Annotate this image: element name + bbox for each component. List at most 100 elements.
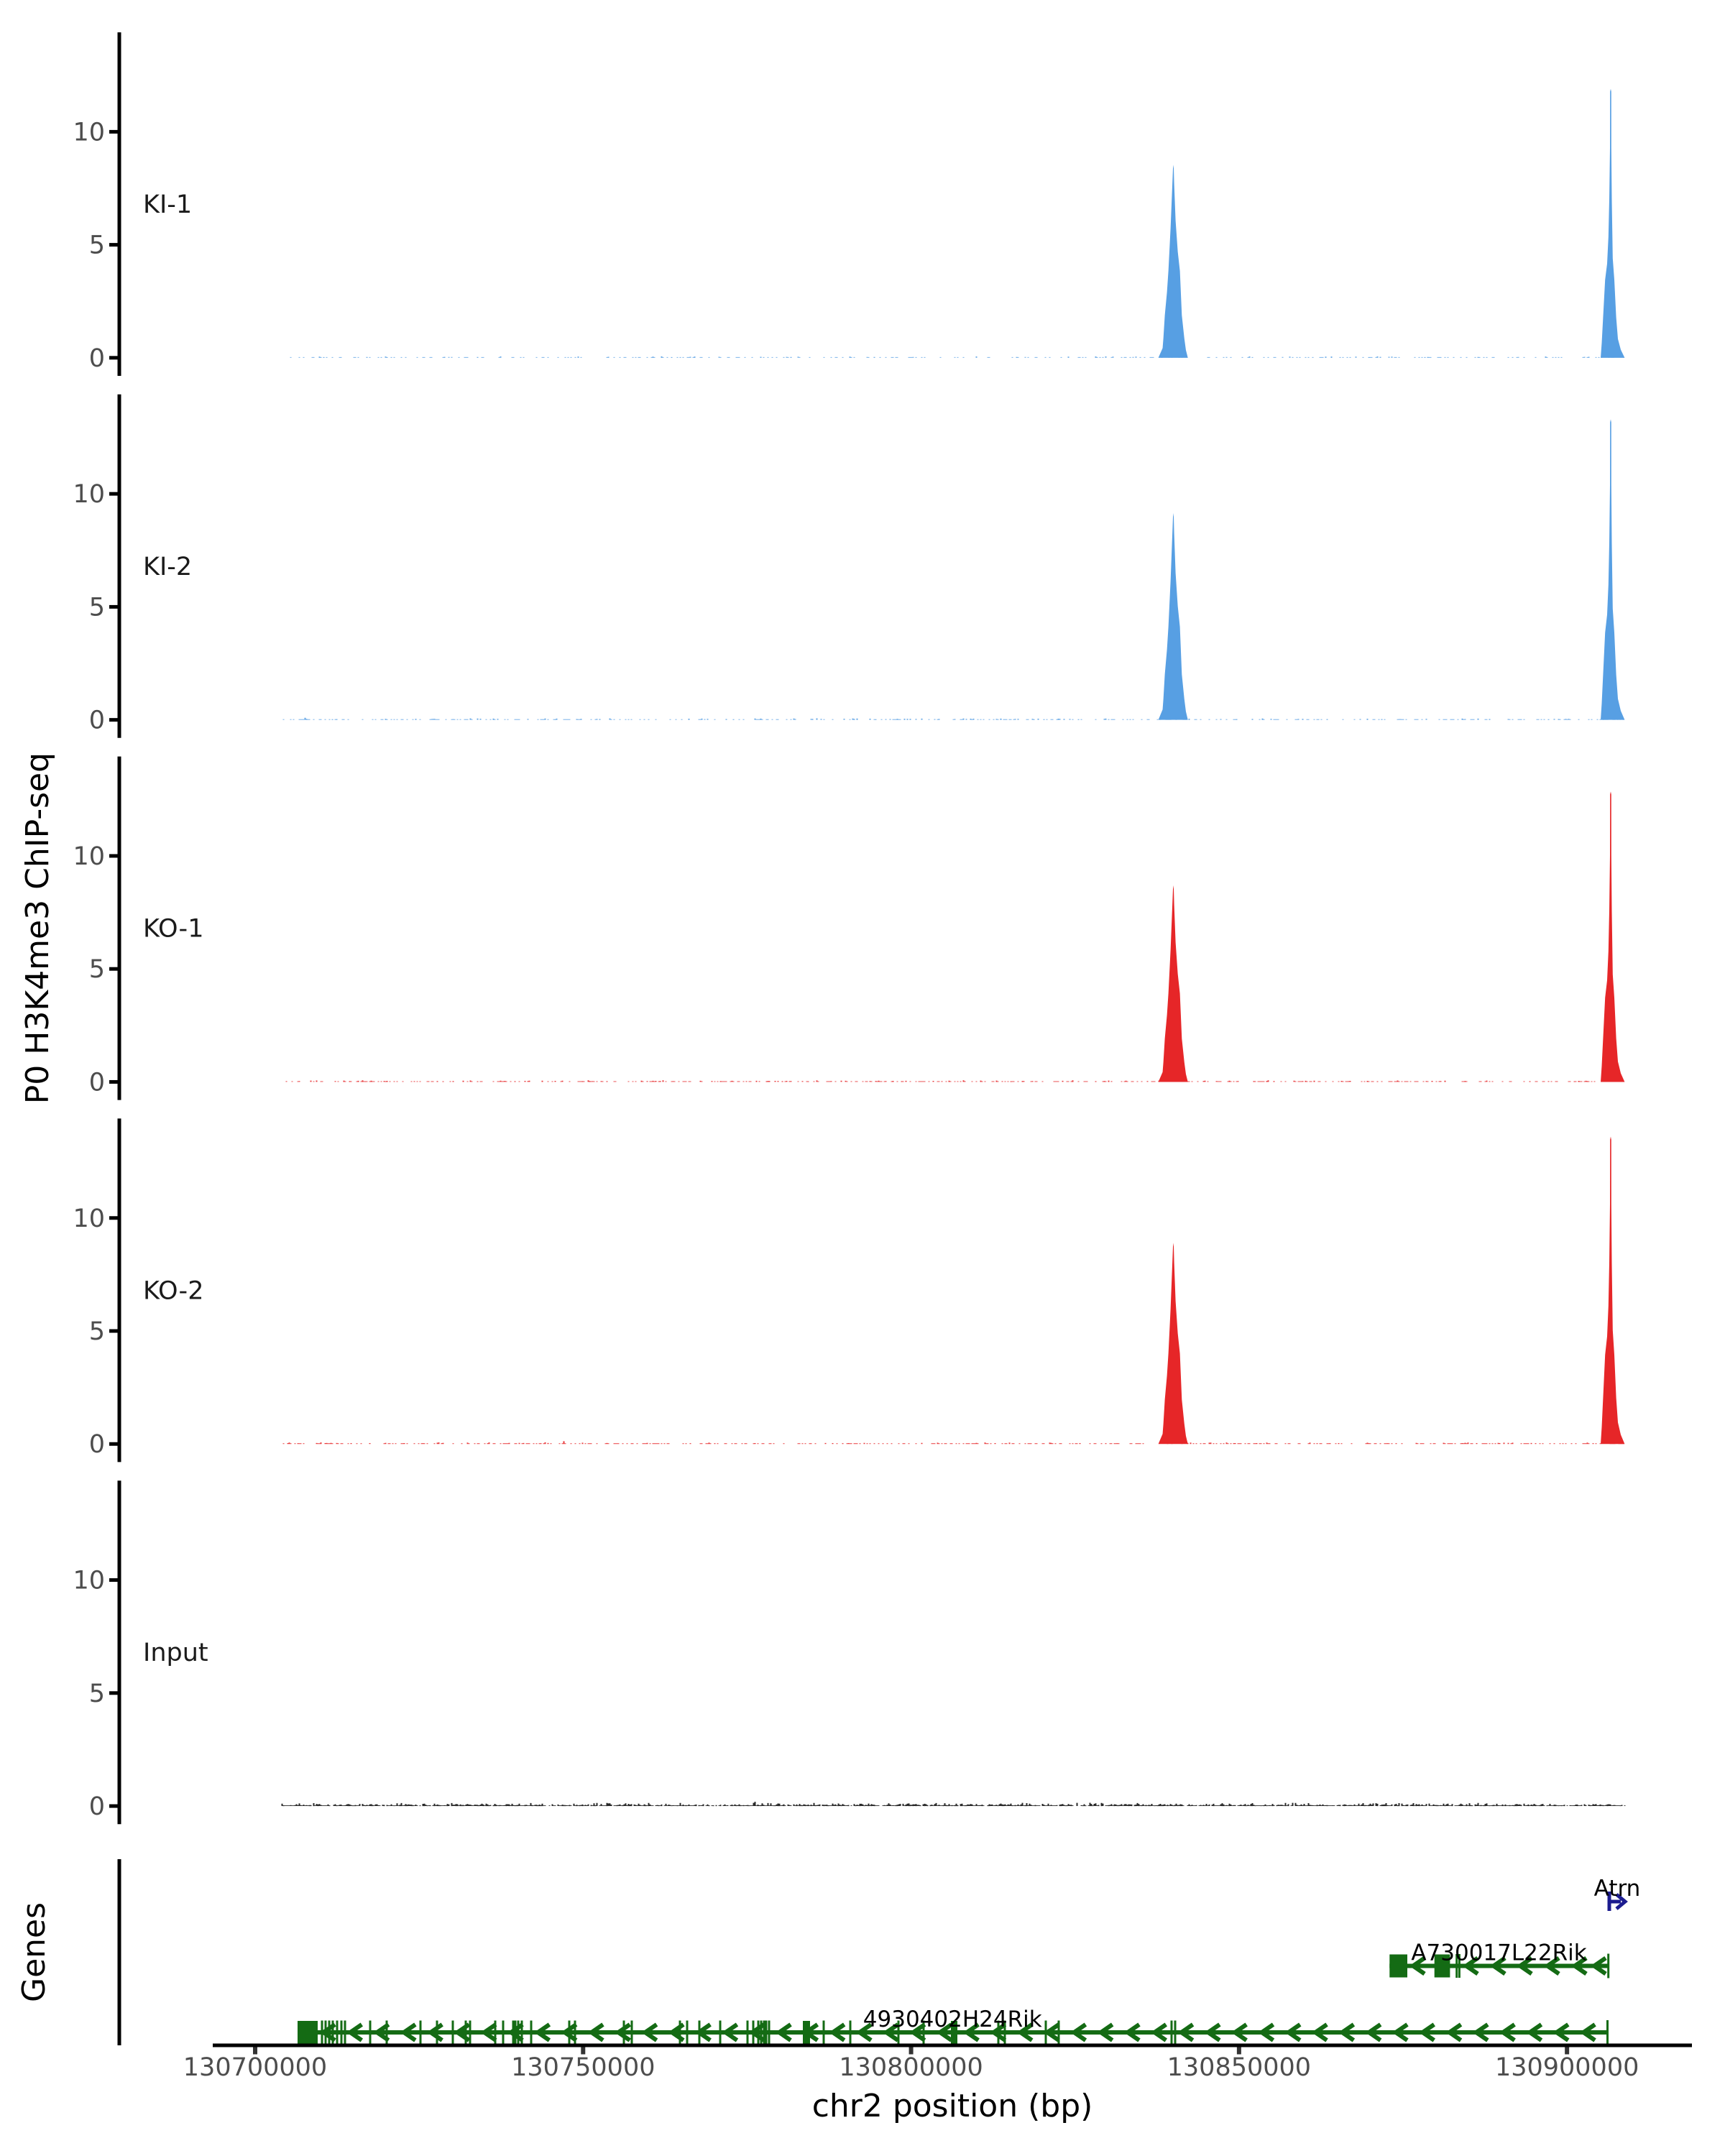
strand-arrow-icon bbox=[480, 2022, 497, 2042]
strand-arrow-icon bbox=[1016, 2022, 1034, 2042]
strand-arrow-icon bbox=[829, 2022, 846, 2042]
exon-tick bbox=[765, 2020, 768, 2045]
exon-tick bbox=[530, 2020, 533, 2045]
exon-tick bbox=[520, 2020, 523, 2045]
track-panel-KO-1: 0 5 10 KO-1 bbox=[73, 756, 1625, 1100]
genes-panel: Atrn A730017L22Rik 4930402H24Rik bbox=[117, 1859, 1640, 2045]
exon-tick bbox=[517, 2020, 520, 2045]
strand-arrow-icon bbox=[1590, 1956, 1607, 1976]
exon-box bbox=[1434, 1954, 1450, 1978]
exon-tick bbox=[369, 2020, 372, 2045]
exon-tick bbox=[514, 2020, 517, 2045]
gene-end-tick bbox=[1607, 1953, 1610, 1978]
x-tick-label: 130750000 bbox=[511, 2053, 655, 2082]
strand-arrow-icon bbox=[1123, 2022, 1141, 2042]
peak-left bbox=[1158, 512, 1188, 720]
track-label: Input bbox=[143, 1639, 208, 1667]
noise-signal bbox=[290, 356, 1614, 358]
genes-panel-title: Genes bbox=[16, 1902, 52, 2002]
y-tick-label: 10 bbox=[73, 480, 105, 509]
exon-tick bbox=[1455, 1954, 1458, 1978]
strand-arrow-icon bbox=[1472, 2022, 1489, 2042]
y-tick-label: 5 bbox=[89, 231, 105, 260]
peak-right bbox=[1601, 1136, 1625, 1445]
strand-arrow-icon bbox=[1392, 2022, 1409, 2042]
noise-signal bbox=[282, 717, 1624, 720]
peak-right bbox=[1601, 419, 1625, 720]
gene-Atrn: Atrn bbox=[1594, 1876, 1640, 1911]
exon-tick bbox=[757, 2020, 760, 2045]
y-tick-label: 10 bbox=[73, 1567, 105, 1595]
exon-tick bbox=[344, 2020, 346, 2045]
exon-tick bbox=[768, 2020, 770, 2045]
strand-arrow-icon bbox=[1526, 2022, 1543, 2042]
exon-tick bbox=[622, 2020, 625, 2045]
strand-arrow-icon bbox=[426, 2022, 443, 2042]
y-tick-label: 0 bbox=[89, 706, 105, 735]
exon-tick bbox=[1057, 2020, 1060, 2045]
noise-path bbox=[282, 717, 1624, 720]
strand-arrow-icon bbox=[1230, 2022, 1248, 2042]
exon-tick bbox=[760, 2020, 763, 2045]
exon-tick bbox=[1170, 2020, 1173, 2045]
exon-tick bbox=[331, 2020, 334, 2045]
strand-arrow-icon bbox=[775, 2022, 792, 2042]
strand-arrow-icon bbox=[1579, 2022, 1596, 2042]
track-panel-KI-2: 0 5 10 KI-2 bbox=[73, 394, 1625, 738]
tss-arrowhead-icon bbox=[1615, 1893, 1628, 1910]
strand-arrow-icon bbox=[641, 2022, 658, 2042]
track-label: KI-2 bbox=[143, 553, 192, 581]
strand-arrow-icon bbox=[1204, 2022, 1221, 2042]
exon-tick bbox=[321, 2020, 323, 2045]
strand-arrow-icon bbox=[1043, 2022, 1060, 2042]
noise-path bbox=[290, 356, 1614, 358]
strand-arrow-icon bbox=[1284, 2022, 1302, 2042]
exon-tick bbox=[752, 2020, 755, 2045]
noise-signal bbox=[285, 1080, 1624, 1082]
y-tick-label: 5 bbox=[89, 1680, 105, 1708]
peak-left bbox=[1158, 165, 1188, 358]
peak-right bbox=[1601, 791, 1625, 1082]
y-tick-label: 5 bbox=[89, 1317, 105, 1346]
strand-arrow-icon bbox=[534, 2022, 551, 2042]
track-label: KO-2 bbox=[143, 1276, 203, 1305]
track-panel-KO-2: 0 5 10 KO-2 bbox=[73, 1118, 1625, 1462]
strand-arrow-icon bbox=[1516, 1956, 1533, 1976]
x-axis-title: chr2 position (bp) bbox=[812, 2088, 1093, 2124]
x-tick-label: 130700000 bbox=[183, 2053, 327, 2082]
strand-arrow-icon bbox=[936, 2022, 953, 2042]
strand-arrow-icon bbox=[909, 2022, 926, 2042]
exon-tick bbox=[630, 2020, 633, 2045]
track-panel-KI-1: 0 5 10 KI-1 bbox=[73, 32, 1625, 376]
exon-tick bbox=[763, 2020, 765, 2045]
exon-tick bbox=[469, 2020, 472, 2045]
exon-tick bbox=[1044, 2020, 1047, 2045]
exon-tick bbox=[512, 2020, 515, 2045]
x-tick-label: 130800000 bbox=[839, 2053, 983, 2082]
peak-right bbox=[1601, 88, 1625, 358]
exon-tick bbox=[822, 2020, 825, 2045]
strand-arrow-icon bbox=[615, 2022, 631, 2042]
exon-tick bbox=[385, 2020, 388, 2045]
x-tick-label: 130850000 bbox=[1167, 2053, 1311, 2082]
gene-4930402H24Rik: 4930402H24Rik bbox=[297, 2007, 1609, 2045]
y-tick-label: 0 bbox=[89, 1792, 105, 1821]
strand-arrow-icon bbox=[1070, 2022, 1087, 2042]
y-axis-title: P0 H3K4me3 ChIP-seq bbox=[19, 752, 56, 1104]
strand-arrow-icon bbox=[587, 2022, 604, 2042]
noise-signal bbox=[281, 1802, 1626, 1807]
strand-arrow-icon bbox=[883, 2022, 899, 2042]
strand-arrow-icon bbox=[1258, 2022, 1275, 2042]
exon-box bbox=[950, 2021, 958, 2044]
y-tick-label: 5 bbox=[89, 955, 105, 984]
exon-tick bbox=[897, 2020, 900, 2045]
exon-tick bbox=[336, 2020, 339, 2045]
strand-arrow-icon bbox=[1177, 2022, 1195, 2042]
strand-arrow-icon bbox=[319, 2022, 336, 2042]
strand-arrow-icon bbox=[1311, 2022, 1328, 2042]
exon-tick bbox=[1174, 2020, 1177, 2045]
y-tick-label: 0 bbox=[89, 344, 105, 373]
exon-tick bbox=[328, 2020, 331, 2045]
exon-tick bbox=[568, 2020, 571, 2045]
strand-arrow-icon bbox=[1419, 2022, 1435, 2042]
